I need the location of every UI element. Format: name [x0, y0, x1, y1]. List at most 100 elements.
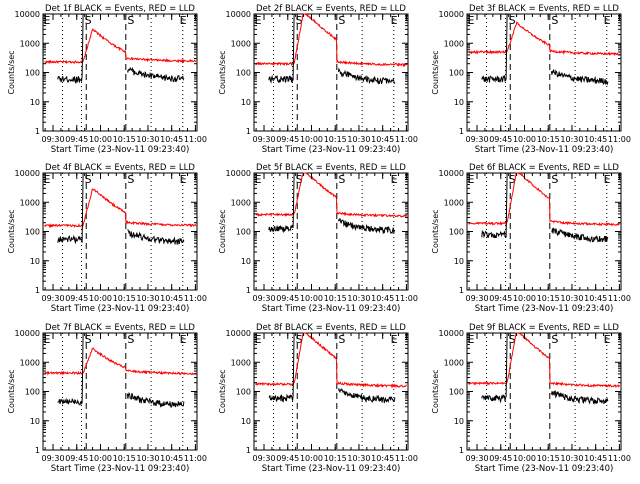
y-tick-label: 10000 [226, 329, 251, 338]
x-tick-label: 10:00 [89, 294, 112, 303]
marker-letter: E [44, 173, 51, 186]
x-axis-label: Start Time (23-Nov-11 09:23:40) [262, 464, 401, 474]
marker-letter: E [468, 14, 475, 27]
x-tick-label: 09:45 [489, 135, 512, 144]
x-tick-label: 09:45 [276, 135, 299, 144]
x-tick-label: 09:30 [252, 454, 275, 463]
plot-frame [253, 332, 409, 451]
lld-series-line [468, 21, 621, 57]
marker-letter: S [338, 14, 345, 27]
marker-letter: S [509, 173, 516, 186]
x-tick-label: 09:45 [489, 454, 512, 463]
x-tick-label: 09:45 [276, 454, 299, 463]
marker-letter: E [604, 173, 611, 186]
x-tick-label: 10:45 [160, 135, 183, 144]
x-tick-label: 11:00 [395, 454, 418, 463]
y-tick-label: 10 [454, 417, 464, 426]
marker-letter: S [338, 173, 345, 186]
x-tick-label: 11:00 [395, 135, 418, 144]
plot-frame [42, 172, 198, 291]
panel-title: Det 4f BLACK = Events, RED = LLD [45, 163, 195, 173]
events-series-line [268, 332, 295, 403]
marker-letter: E [391, 333, 398, 346]
marker-letter: S [296, 173, 303, 186]
y-tick-label: 100 [449, 228, 464, 237]
y-tick-label: 1000 [444, 198, 464, 207]
lld-series-line [468, 172, 621, 227]
x-tick-label: 10:30 [136, 454, 159, 463]
x-axis-label: Start Time (23-Nov-11 09:23:40) [475, 145, 614, 155]
marker-letter: E [180, 14, 187, 27]
y-tick-label: 100 [25, 228, 40, 237]
marker-letter: S [551, 333, 558, 346]
x-tick-label: 10:15 [537, 294, 560, 303]
y-tick-label: 100 [449, 388, 464, 397]
panel-title: Det 9f BLACK = Events, RED = LLD [469, 323, 619, 333]
marker-letter: E [44, 14, 51, 27]
x-tick-label: 10:30 [347, 294, 370, 303]
x-axis-label: Start Time (23-Nov-11 09:23:40) [51, 464, 190, 474]
x-tick-label: 10:00 [513, 294, 536, 303]
x-tick-label: 10:15 [537, 454, 560, 463]
x-tick-label: 09:30 [465, 454, 488, 463]
y-tick-label: 1000 [231, 358, 251, 367]
x-tick-label: 11:00 [608, 135, 631, 144]
events-series-line [550, 69, 609, 86]
x-tick-label: 10:30 [560, 135, 583, 144]
x-tick-label: 10:00 [300, 294, 323, 303]
y-tick-label: 1 [459, 446, 464, 455]
x-tick-label: 10:15 [324, 135, 347, 144]
x-tick-label: 09:45 [65, 294, 88, 303]
y-axis-label: Counts/sec [7, 369, 16, 413]
x-axis-label: Start Time (23-Nov-11 09:23:40) [51, 145, 190, 155]
x-tick-label: 09:30 [252, 294, 275, 303]
y-tick-label: 1 [35, 127, 40, 136]
events-series-line [57, 332, 84, 406]
marker-letter: S [296, 14, 303, 27]
x-tick-label: 09:30 [41, 135, 64, 144]
plot-frame [42, 13, 198, 132]
y-tick-label: 10000 [226, 10, 251, 19]
panel-title: Det 7f BLACK = Events, RED = LLD [45, 323, 195, 333]
x-tick-label: 09:45 [65, 135, 88, 144]
marker-letter: E [391, 14, 398, 27]
marker-letter: S [338, 333, 345, 346]
x-tick-label: 09:30 [41, 454, 64, 463]
x-tick-label: 10:00 [89, 454, 112, 463]
y-tick-label: 1000 [20, 39, 40, 48]
lld-series-line [44, 27, 197, 65]
y-tick-label: 1 [246, 127, 251, 136]
plot-frame [466, 172, 622, 291]
marker-letter: S [296, 333, 303, 346]
x-tick-label: 11:00 [184, 294, 207, 303]
y-axis-label: Counts/sec [431, 50, 440, 94]
x-tick-label: 10:30 [560, 454, 583, 463]
x-tick-label: 10:15 [113, 454, 136, 463]
y-tick-label: 100 [236, 228, 251, 237]
y-tick-label: 10 [241, 98, 251, 107]
y-tick-label: 10000 [439, 169, 464, 178]
events-series-line [481, 332, 508, 404]
x-tick-label: 10:15 [537, 135, 560, 144]
marker-letter: S [127, 333, 134, 346]
events-series-line [337, 218, 396, 235]
events-series-line [57, 172, 84, 245]
marker-letter: E [180, 173, 187, 186]
x-tick-label: 10:00 [300, 454, 323, 463]
y-axis-label: Counts/sec [431, 369, 440, 413]
x-axis-label: Start Time (23-Nov-11 09:23:40) [51, 304, 190, 314]
marker-letter: S [85, 14, 92, 27]
events-series-line [551, 227, 609, 243]
lld-series-line [255, 172, 408, 218]
x-tick-label: 11:00 [395, 294, 418, 303]
y-tick-label: 10 [454, 257, 464, 266]
marker-letter: E [604, 14, 611, 27]
panel-title: Det 8f BLACK = Events, RED = LLD [256, 323, 406, 333]
x-tick-label: 10:30 [136, 135, 159, 144]
x-tick-label: 10:45 [371, 454, 394, 463]
